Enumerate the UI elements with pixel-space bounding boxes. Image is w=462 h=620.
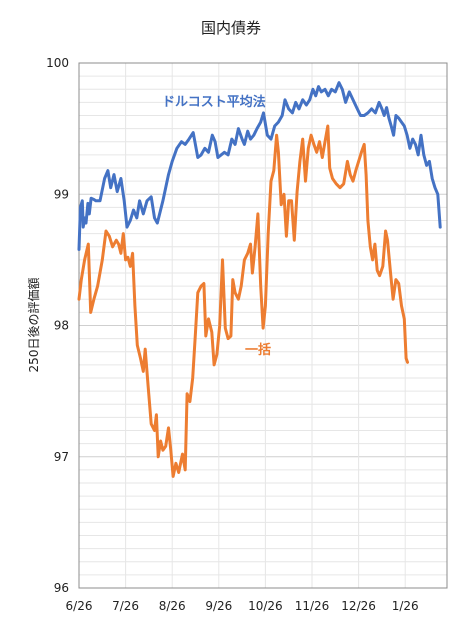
series-line-dca [77, 81, 442, 251]
y-axis-label: 250日後の評価額 [26, 278, 41, 373]
x-tick-label: 10/26 [248, 599, 283, 613]
dca-series-annotation: ドルコスト平均法 [162, 94, 266, 110]
x-tick-label: 9/26 [205, 599, 232, 613]
x-tick-label: 8/26 [159, 599, 186, 613]
series-layer [77, 81, 442, 478]
x-tick-label: 7/26 [112, 599, 139, 613]
x-tick-label: 1/26 [392, 599, 419, 613]
y-tick-label: 98 [54, 319, 69, 333]
chart-title: 国内債券 [201, 19, 261, 37]
y-tick-label: 100 [46, 56, 69, 70]
grid-layer [79, 62, 447, 589]
y-tick-label: 97 [54, 450, 69, 464]
plot-frame [78, 62, 448, 589]
y-tick-label: 96 [54, 581, 69, 595]
series-line-lump-sum [77, 124, 409, 478]
axis-layer: 96 97 98 99 100 6/26 7/26 8/26 9/26 10/26 11/26 12/… [46, 56, 448, 613]
x-tick-label: 12/26 [341, 599, 376, 613]
x-tick-label: 11/26 [295, 599, 330, 613]
lump-sum-series-annotation: 一括 [245, 342, 271, 358]
x-tick-label: 6/26 [66, 599, 93, 613]
y-tick-label: 99 [54, 187, 69, 201]
